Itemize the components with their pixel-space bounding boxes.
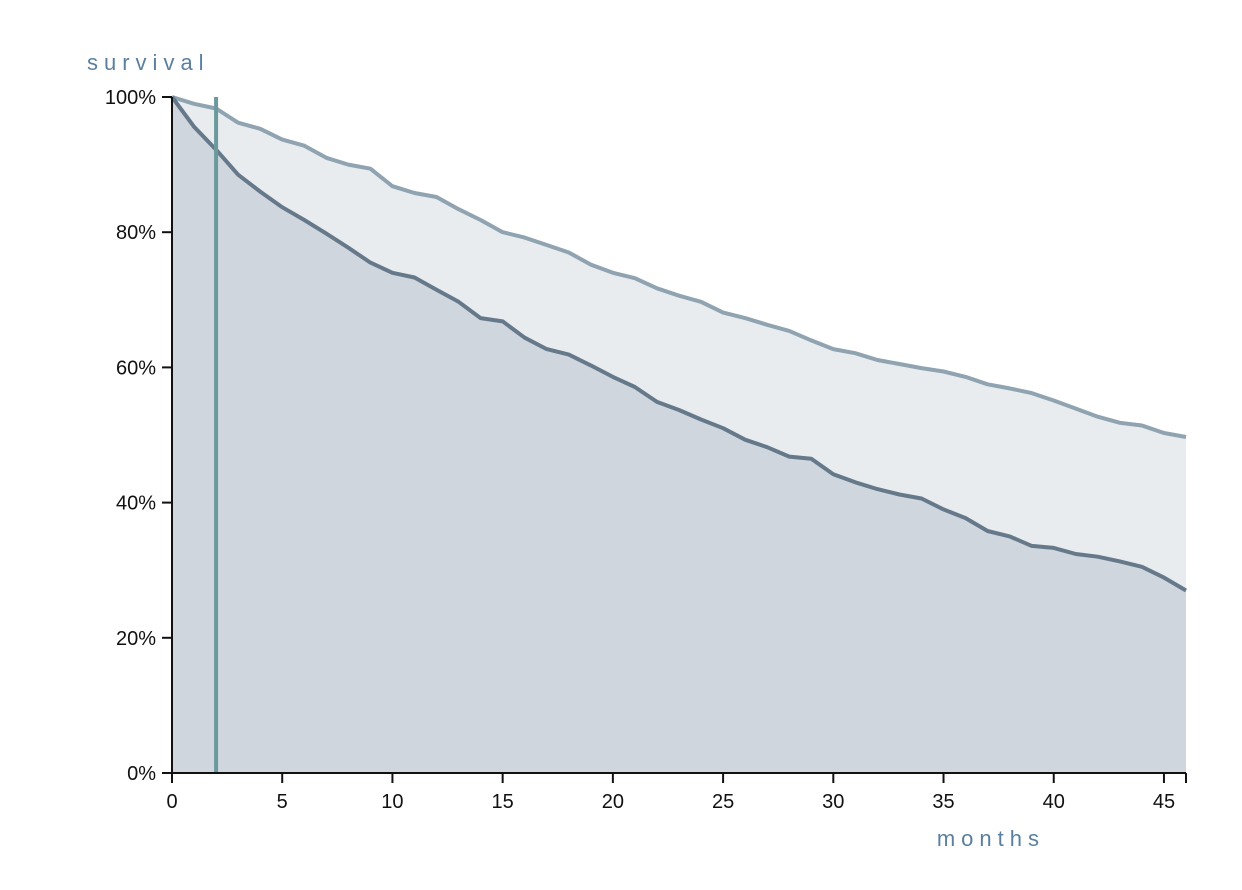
- y-tick-label: 100%: [105, 87, 156, 109]
- series-areas: [172, 97, 1186, 773]
- series-2-area: [172, 97, 1186, 773]
- axes: 0% 20% 40% 60% 80% 100% 0 5 10 15 20 25 30 35 40 45: [105, 87, 1187, 813]
- x-tick-label: 40: [1043, 791, 1065, 813]
- x-tick-label: 30: [822, 791, 844, 813]
- x-tick-label: 20: [602, 791, 624, 813]
- x-tick-label: 10: [381, 791, 403, 813]
- y-tick-label: 20%: [116, 628, 156, 650]
- y-tick-label: 0%: [127, 763, 156, 785]
- series-2-line: [170, 95, 1188, 593]
- y-axis-label: survival: [87, 50, 210, 75]
- y-tick-label: 60%: [116, 357, 156, 379]
- series-lines: [170, 95, 1188, 593]
- x-tick-label: 15: [492, 791, 514, 813]
- x-tick-label: 35: [932, 791, 954, 813]
- y-tick-label: 40%: [116, 493, 156, 515]
- x-axis-label: months: [937, 826, 1045, 851]
- series-1-line: [171, 95, 1187, 439]
- x-tick-label: 45: [1153, 791, 1175, 813]
- y-tick-label: 80%: [116, 222, 156, 244]
- x-tick-label: 25: [712, 791, 734, 813]
- x-tick-label: 5: [277, 791, 288, 813]
- x-tick-label: 0: [166, 791, 177, 813]
